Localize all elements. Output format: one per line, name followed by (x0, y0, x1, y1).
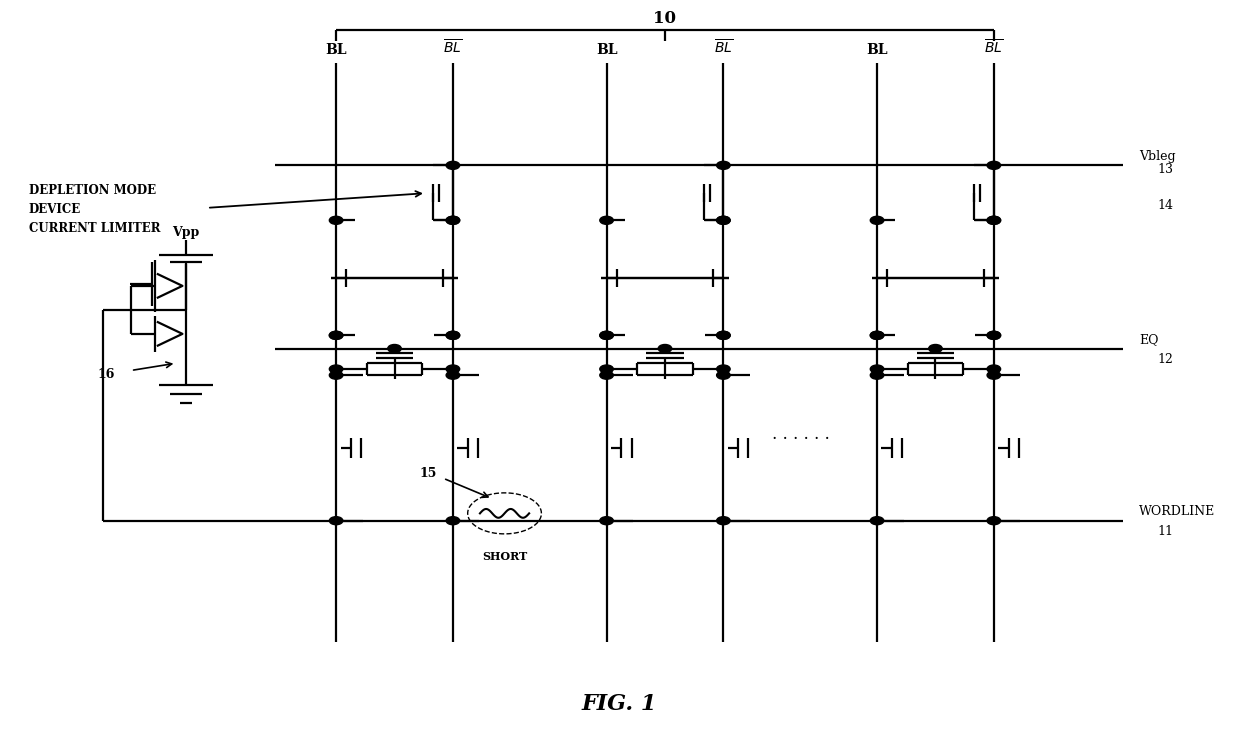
Circle shape (446, 162, 460, 170)
Text: 13: 13 (1157, 162, 1173, 176)
Circle shape (987, 331, 1001, 339)
Circle shape (717, 331, 730, 339)
Text: 12: 12 (1157, 353, 1173, 366)
Circle shape (987, 371, 1001, 379)
Circle shape (446, 365, 460, 373)
Circle shape (870, 331, 884, 339)
Text: FIG. 1: FIG. 1 (582, 693, 656, 715)
Circle shape (987, 216, 1001, 225)
Circle shape (446, 371, 460, 379)
Circle shape (330, 516, 343, 525)
Circle shape (330, 331, 343, 339)
Circle shape (987, 365, 1001, 373)
Circle shape (987, 162, 1001, 170)
Circle shape (717, 216, 730, 225)
Circle shape (658, 345, 672, 353)
Circle shape (446, 216, 460, 225)
Circle shape (870, 216, 884, 225)
Text: BL: BL (596, 43, 618, 57)
Circle shape (388, 345, 402, 353)
Text: 16: 16 (98, 368, 115, 381)
Circle shape (446, 516, 460, 525)
Circle shape (717, 365, 730, 373)
Circle shape (600, 371, 614, 379)
Text: . . . . . .: . . . . . . (773, 426, 830, 442)
Circle shape (600, 216, 614, 225)
Circle shape (870, 371, 884, 379)
Circle shape (330, 365, 343, 373)
Circle shape (870, 331, 884, 339)
Text: 10: 10 (653, 10, 677, 27)
Circle shape (717, 216, 730, 225)
Circle shape (600, 516, 614, 525)
Text: 15: 15 (419, 467, 436, 479)
Text: BL: BL (867, 43, 888, 57)
Circle shape (717, 331, 730, 339)
Circle shape (987, 331, 1001, 339)
Text: $\overline{BL}$: $\overline{BL}$ (985, 39, 1003, 57)
Circle shape (870, 516, 884, 525)
Circle shape (717, 162, 730, 170)
Circle shape (330, 371, 343, 379)
Text: EQ: EQ (1138, 333, 1158, 346)
Text: Vbleg: Vbleg (1138, 150, 1176, 163)
Circle shape (717, 516, 730, 525)
Circle shape (446, 216, 460, 225)
Text: $\overline{BL}$: $\overline{BL}$ (714, 39, 733, 57)
Text: SHORT: SHORT (482, 551, 527, 562)
Circle shape (600, 331, 614, 339)
Circle shape (987, 216, 1001, 225)
Text: 11: 11 (1157, 525, 1173, 538)
Circle shape (446, 331, 460, 339)
Circle shape (330, 331, 343, 339)
Text: WORDLINE: WORDLINE (1138, 505, 1215, 519)
Text: 14: 14 (1157, 199, 1173, 212)
Text: Vpp: Vpp (172, 225, 200, 239)
Text: BL: BL (325, 43, 347, 57)
Circle shape (987, 516, 1001, 525)
Text: $\overline{BL}$: $\overline{BL}$ (443, 39, 463, 57)
Circle shape (330, 216, 343, 225)
Circle shape (929, 345, 942, 353)
Circle shape (446, 331, 460, 339)
Circle shape (870, 365, 884, 373)
Circle shape (717, 371, 730, 379)
Circle shape (600, 331, 614, 339)
Circle shape (600, 365, 614, 373)
Text: DEPLETION MODE
DEVICE
CURRENT LIMITER: DEPLETION MODE DEVICE CURRENT LIMITER (29, 184, 160, 235)
